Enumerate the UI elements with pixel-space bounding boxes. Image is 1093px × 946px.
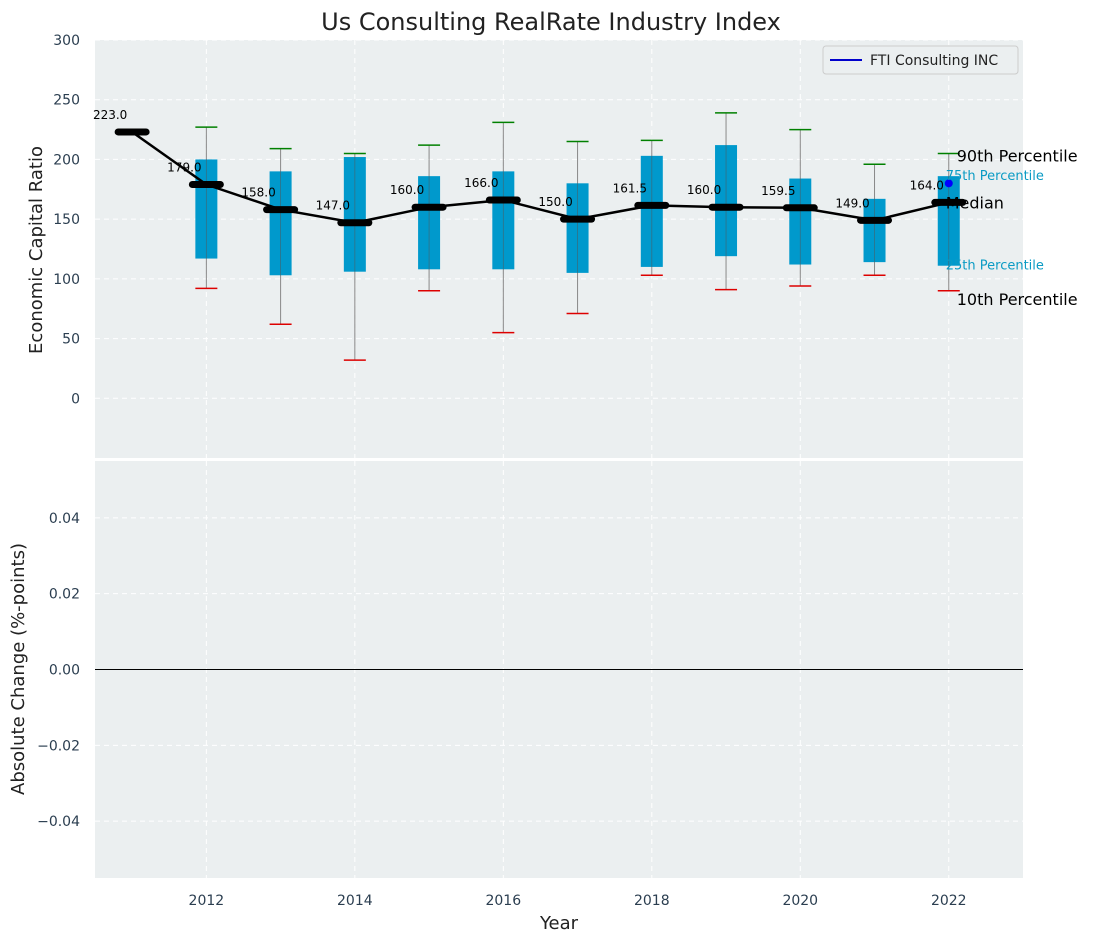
legend[interactable]: FTI Consulting INC	[822, 45, 1019, 75]
chart-title: Us Consulting RealRate Industry Index	[321, 8, 781, 36]
bottom-y-tick-label: 0.04	[49, 511, 80, 527]
x-axis-title: Year	[539, 913, 579, 934]
x-tick-label: 2018	[634, 893, 670, 909]
boxes	[195, 112, 960, 361]
company-series	[944, 179, 953, 188]
x-tick-label: 2012	[189, 893, 225, 909]
bottom-y-tick-label: 0.00	[49, 663, 80, 679]
top-y-tick-label: 150	[53, 212, 80, 228]
median-value-label: 164.0	[910, 178, 944, 192]
median-value-label: 223.0	[93, 108, 127, 122]
median-value-label: 166.0	[464, 176, 498, 190]
median-labels: 223.0 179.0 158.0 147.0 160.0 166.0 150.0 161.5…	[93, 108, 944, 213]
p90-label: 90th Percentile	[957, 146, 1078, 165]
company-point	[944, 179, 953, 188]
p25-label: 25th Percentile	[946, 259, 1044, 274]
top-y-tick-label: 100	[53, 272, 80, 288]
bottom-y-tick-label: −0.02	[37, 738, 80, 754]
top-y-tick-label: 250	[53, 93, 80, 109]
x-tick-label: 2020	[782, 893, 818, 909]
top-y-tick-label: 50	[62, 332, 80, 348]
bottom-y-tick-label: 0.02	[49, 587, 80, 603]
median-value-label: 147.0	[316, 199, 350, 213]
median-value-label: 150.0	[538, 195, 572, 209]
bottom-y-tick-label: −0.04	[37, 814, 80, 830]
top-y-tick-label: 300	[53, 33, 80, 49]
top-y-tick-label: 200	[53, 152, 80, 168]
median-label: Median	[946, 193, 1004, 212]
legend-box	[822, 45, 1019, 75]
percentile-labels: 90th Percentile 75th Percentile Median 25th…	[946, 146, 1078, 308]
median-value-label: 161.5	[613, 181, 647, 195]
median-series	[114, 128, 967, 227]
median-value-label: 179.0	[167, 161, 201, 175]
p75-label: 75th Percentile	[946, 169, 1044, 184]
median-value-label: 149.0	[835, 196, 869, 210]
bottom-y-axis-title: Absolute Change (%-points)	[8, 543, 29, 795]
median-value-label: 160.0	[390, 183, 424, 197]
legend-entry: FTI Consulting INC	[870, 53, 998, 69]
median-value-label: 160.0	[687, 183, 721, 197]
median-value-label: 159.5	[761, 184, 795, 198]
top-y-ticks: 0 50 100 150 200 250 300	[53, 33, 80, 407]
x-tick-label: 2022	[931, 893, 967, 909]
x-tick-label: 2016	[485, 893, 521, 909]
x-tick-label: 2014	[337, 893, 373, 909]
top-y-tick-label: 0	[71, 391, 80, 407]
top-y-axis-title: Economic Capital Ratio	[26, 146, 47, 354]
bottom-y-ticks: −0.04 −0.02 0.00 0.02 0.04	[37, 511, 80, 830]
p10-label: 10th Percentile	[957, 290, 1078, 309]
median-value-label: 158.0	[241, 186, 275, 200]
x-ticks: 2012 2014 2016 2018 2020 2022	[189, 893, 967, 909]
